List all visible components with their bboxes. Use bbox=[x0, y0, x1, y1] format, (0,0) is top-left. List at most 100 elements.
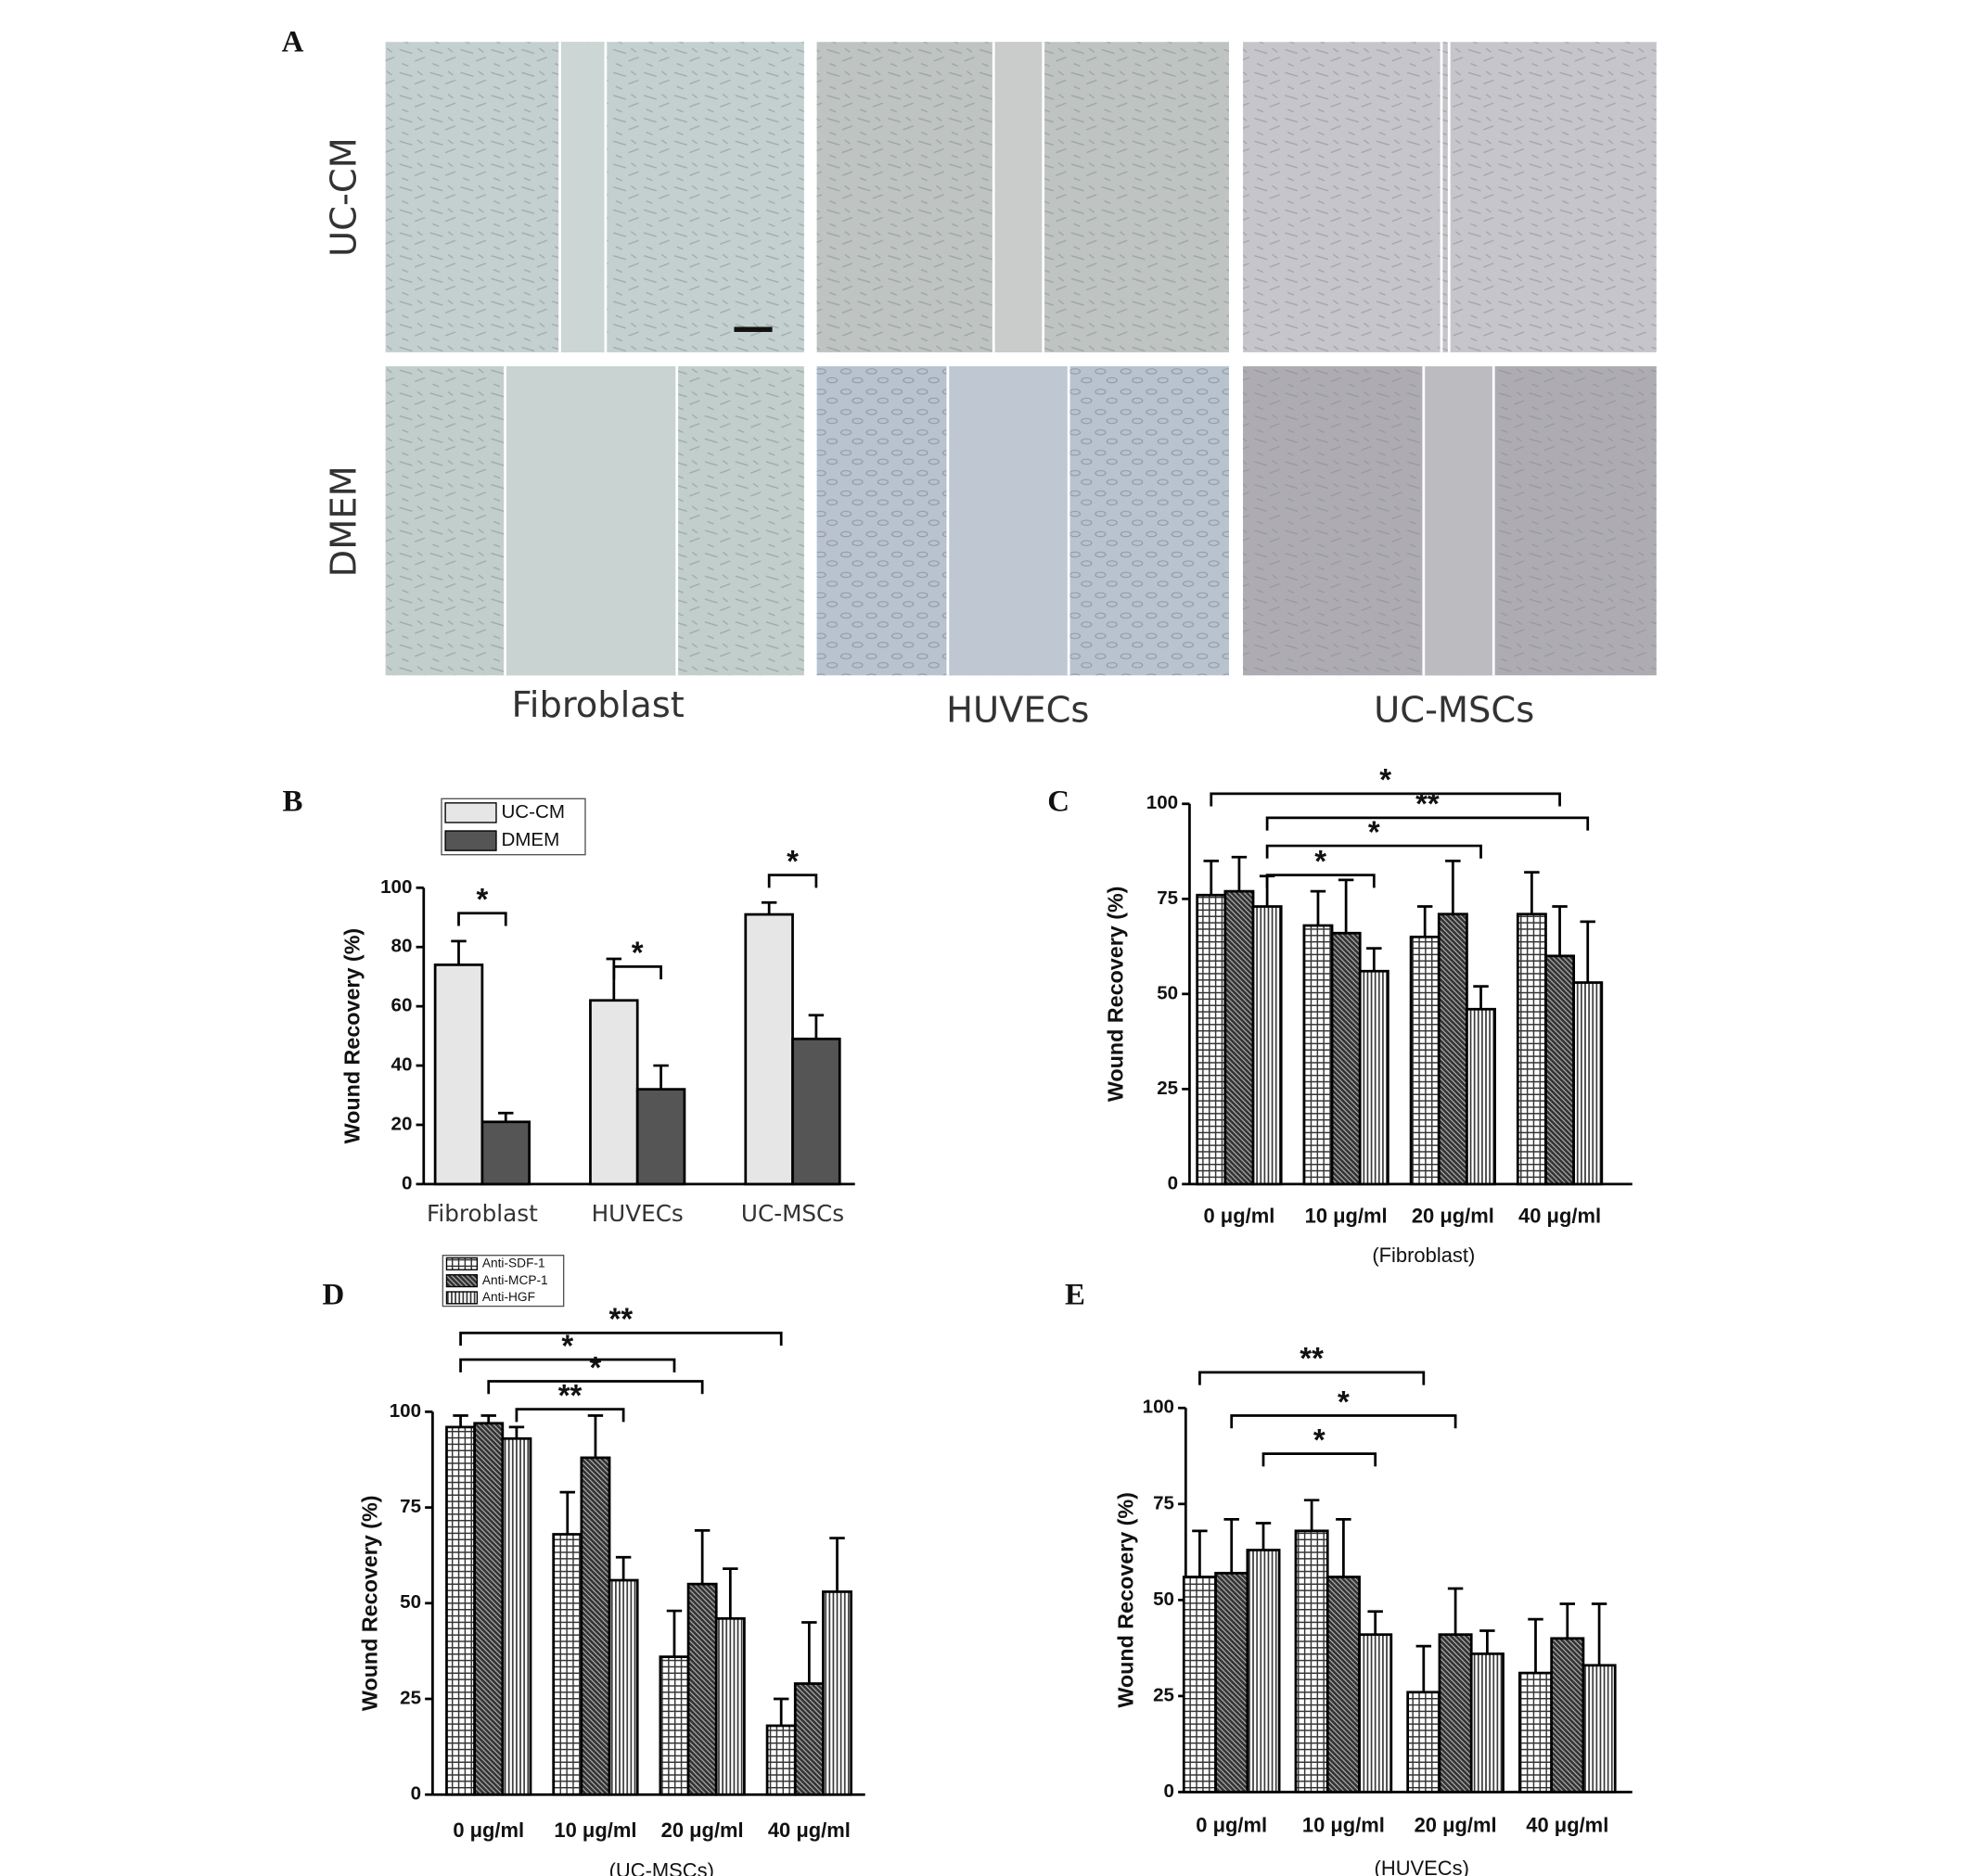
y-tick-label: 75 bbox=[1153, 1492, 1174, 1513]
legend-swatch bbox=[445, 1274, 479, 1288]
significance-bracket bbox=[1210, 792, 1561, 807]
x-tick-label: 20 μg/ml bbox=[1415, 1813, 1497, 1836]
x-tick-label: 40 μg/ml bbox=[768, 1819, 851, 1842]
error-bar bbox=[1223, 1518, 1239, 1574]
y-tick-label: 60 bbox=[391, 995, 413, 1016]
error-bar bbox=[451, 939, 467, 965]
bar bbox=[635, 1088, 686, 1186]
y-axis-title: Wound Recovery (%) bbox=[358, 1496, 382, 1712]
significance-label: * bbox=[1338, 1385, 1350, 1419]
x-tick-label: 20 μg/ml bbox=[1412, 1204, 1494, 1227]
error-bar bbox=[829, 1537, 845, 1592]
bar bbox=[1251, 905, 1283, 1186]
y-tick-label: 0 bbox=[411, 1783, 421, 1805]
error-bar bbox=[808, 1014, 825, 1040]
bar bbox=[822, 1590, 852, 1796]
error-bar bbox=[1192, 1529, 1208, 1577]
x-tick-label: UC-MSCs bbox=[741, 1200, 844, 1227]
x-tick-label: 10 μg/ml bbox=[1305, 1204, 1388, 1227]
y-tick-label: 0 bbox=[1168, 1172, 1178, 1193]
bar bbox=[714, 1616, 746, 1796]
significance-label: * bbox=[1379, 762, 1391, 797]
y-tick-label: 100 bbox=[390, 1400, 421, 1422]
y-tick-label: 25 bbox=[1157, 1078, 1178, 1099]
bar bbox=[1223, 889, 1255, 1186]
x-tick-label: 10 μg/ml bbox=[1302, 1813, 1385, 1836]
error-bar bbox=[1231, 855, 1248, 892]
error-bar bbox=[508, 1425, 525, 1439]
significance-label: * bbox=[632, 936, 644, 970]
bar bbox=[1196, 893, 1227, 1186]
bar bbox=[1544, 954, 1576, 1186]
micrograph bbox=[385, 42, 804, 352]
error-bar bbox=[694, 1528, 711, 1585]
error-bar bbox=[1473, 985, 1489, 1010]
bar bbox=[501, 1436, 532, 1796]
error-bar bbox=[606, 957, 622, 1001]
error-bar bbox=[453, 1414, 468, 1427]
y-tick-label: 75 bbox=[1157, 887, 1178, 909]
significance-label: ** bbox=[1415, 786, 1440, 821]
error-bar bbox=[1580, 920, 1595, 983]
panel-label: C bbox=[1047, 785, 1069, 818]
significance-label: * bbox=[1314, 844, 1326, 878]
significance-bracket bbox=[457, 912, 507, 926]
legend-label: Anti-SDF-1 bbox=[482, 1256, 545, 1270]
bar bbox=[1466, 1007, 1496, 1186]
bar bbox=[659, 1655, 690, 1796]
error-bar bbox=[587, 1414, 604, 1458]
bar bbox=[1406, 1691, 1441, 1793]
x-tick-label: 40 μg/ml bbox=[1518, 1204, 1601, 1227]
x-tick-label: 0 μg/ml bbox=[453, 1819, 524, 1842]
column-label: UC-MSCs bbox=[1374, 690, 1534, 732]
error-bar bbox=[1415, 1644, 1432, 1692]
micrograph bbox=[385, 365, 804, 676]
x-axis-title: (Fibroblast) bbox=[1372, 1244, 1475, 1267]
error-bar bbox=[801, 1621, 817, 1684]
bar bbox=[1214, 1572, 1249, 1793]
significance-bracket bbox=[1261, 1452, 1377, 1467]
significance-bracket bbox=[767, 874, 818, 888]
y-axis-title: Wound Recovery (%) bbox=[1113, 1492, 1137, 1708]
significance-bracket bbox=[1265, 844, 1482, 859]
panel-label: A bbox=[282, 26, 304, 59]
x-axis-title: (HUVECs) bbox=[1375, 1857, 1469, 1876]
legend-swatch bbox=[445, 1257, 479, 1270]
y-tick-label: 100 bbox=[1143, 1397, 1174, 1418]
micrograph bbox=[1243, 42, 1657, 352]
legend-swatch bbox=[445, 1291, 479, 1305]
bar bbox=[1358, 969, 1389, 1186]
x-tick-label: 10 μg/ml bbox=[554, 1819, 636, 1842]
significance-bracket bbox=[459, 1331, 783, 1346]
significance-bracket bbox=[1230, 1414, 1457, 1429]
bar bbox=[744, 912, 794, 1186]
error-bar bbox=[1559, 1602, 1576, 1639]
column-label: HUVECs bbox=[946, 690, 1089, 732]
error-bar bbox=[1479, 1629, 1495, 1654]
significance-label: ** bbox=[558, 1378, 583, 1412]
y-tick-label: 50 bbox=[1153, 1589, 1174, 1610]
bar bbox=[1517, 1671, 1554, 1793]
bar bbox=[473, 1422, 505, 1796]
bar bbox=[580, 1456, 611, 1796]
error-bar bbox=[1445, 859, 1461, 914]
bar bbox=[608, 1578, 639, 1796]
error-bar bbox=[498, 1111, 514, 1122]
legend-swatch bbox=[444, 830, 497, 851]
y-tick-label: 40 bbox=[391, 1054, 413, 1076]
row-label: UC-CM bbox=[324, 137, 365, 257]
bar bbox=[589, 999, 639, 1186]
error-bar bbox=[615, 1555, 632, 1581]
bar bbox=[1581, 1664, 1617, 1793]
error-bar bbox=[1338, 878, 1354, 934]
significance-label: * bbox=[1313, 1423, 1325, 1457]
error-bar bbox=[653, 1064, 669, 1090]
significance-label: * bbox=[590, 1350, 602, 1385]
bar bbox=[1302, 924, 1334, 1186]
significance-label: * bbox=[561, 1329, 573, 1363]
significance-bracket bbox=[487, 1380, 704, 1395]
error-bar bbox=[1303, 1499, 1320, 1531]
bar bbox=[686, 1582, 718, 1796]
bar bbox=[1438, 1633, 1473, 1793]
